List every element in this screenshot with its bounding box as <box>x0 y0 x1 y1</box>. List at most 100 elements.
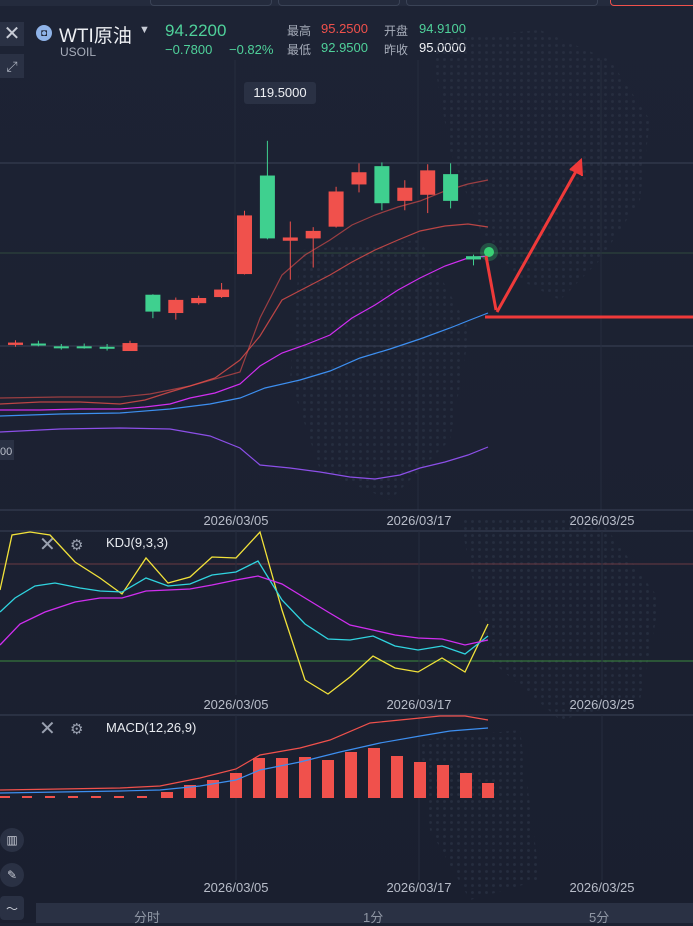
macd-bar <box>161 792 173 798</box>
chart-tool-icon: ▥ <box>6 833 18 847</box>
current-price-glow <box>480 243 498 261</box>
candle-body <box>76 346 92 349</box>
high-label: 最高 <box>287 24 312 38</box>
ma5-line <box>0 223 489 405</box>
candle-body <box>374 166 390 204</box>
main-date-1: 2026/03/05 <box>203 513 268 528</box>
pen-button[interactable]: ✎ <box>0 863 24 887</box>
toolbar-tab-2[interactable] <box>278 0 400 6</box>
ma20-line <box>0 312 489 417</box>
tab-timeshare[interactable]: 分时 <box>134 910 161 925</box>
macd-date-2: 2026/03/17 <box>386 880 451 895</box>
kdj-d-line <box>0 575 489 646</box>
symbol-icon: ◘ <box>36 25 52 41</box>
macd-bar <box>22 796 32 798</box>
macd-bar <box>91 796 101 798</box>
symbol-name[interactable]: WTI原油 <box>59 26 132 47</box>
macd-bar <box>184 785 196 798</box>
kdj-k-line <box>0 560 489 655</box>
candle-body <box>8 342 23 345</box>
peak-marker: 119.5000 <box>244 82 316 104</box>
candle-body <box>214 289 230 298</box>
macd-bar <box>276 758 288 798</box>
open-value: 94.9100 <box>419 21 466 36</box>
candle-body <box>99 346 115 349</box>
macd-bar <box>137 796 147 798</box>
chart-tool-button[interactable]: ▥ <box>0 828 24 852</box>
trend-icon: 〜 <box>5 901 18 916</box>
symbol-code: USOIL <box>60 45 97 59</box>
low-label: 最低 <box>287 43 312 57</box>
main-date-2: 2026/03/17 <box>386 513 451 528</box>
macd-bar <box>253 758 265 798</box>
symbol-dropdown-icon[interactable]: ▼ <box>139 24 150 36</box>
expand-icon: ⤢ <box>6 57 18 74</box>
macd-bar <box>482 783 494 798</box>
left-axis-box <box>0 440 14 460</box>
tab-5min[interactable]: 5分 <box>589 910 610 925</box>
kdj-date-1: 2026/03/05 <box>203 697 268 712</box>
peak-label: 119.5000 <box>253 85 306 100</box>
expand-button[interactable]: ⤢ <box>0 54 24 78</box>
kdj-lines <box>0 530 489 695</box>
macd-bar <box>45 796 55 798</box>
annotation-down-stroke[interactable] <box>484 255 498 311</box>
high-value: 95.2500 <box>321 21 368 36</box>
annotation-up-arrow[interactable] <box>495 165 581 313</box>
ma10-line <box>0 255 489 411</box>
toolbar-tab-3[interactable] <box>406 0 598 6</box>
macd-bar <box>391 756 403 798</box>
kdj-close-icon[interactable]: ✕ <box>39 534 56 556</box>
candle-body <box>351 172 367 185</box>
candle-body <box>122 343 138 352</box>
macd-lines <box>0 715 489 794</box>
macd-bar <box>368 748 380 798</box>
candle-body <box>53 346 69 349</box>
macd-histogram <box>0 748 494 798</box>
macd-dif-line <box>0 715 489 791</box>
macd-dea-line <box>0 727 489 794</box>
toolbar-tab-4[interactable] <box>610 0 693 6</box>
open-label: 开盘 <box>384 24 409 38</box>
macd-gear-icon[interactable]: ⚙ <box>70 721 84 738</box>
pen-icon: ✎ <box>6 868 18 882</box>
kdj-j-line <box>0 530 489 695</box>
candle-body <box>305 230 321 239</box>
macd-bar <box>437 765 449 798</box>
price-change-pct: −0.82% <box>229 42 274 57</box>
candle-body <box>145 294 161 312</box>
macd-close-icon[interactable]: ✕ <box>39 718 56 740</box>
macd-date-3: 2026/03/25 <box>569 880 634 895</box>
macd-bar <box>230 773 242 798</box>
candle-body <box>443 174 459 201</box>
boll-upper-line <box>0 179 489 399</box>
prev-close-label: 昨收 <box>384 43 409 57</box>
price-change: −0.7800 <box>165 42 213 57</box>
indicator-lines <box>0 179 489 480</box>
tab-1min[interactable]: 1分 <box>363 910 384 925</box>
toolbar-tab-1[interactable] <box>150 0 272 6</box>
kdj-date-3: 2026/03/25 <box>569 697 634 712</box>
macd-bar <box>414 762 426 798</box>
macd-bar <box>322 760 334 798</box>
macd-bar <box>299 757 311 798</box>
close-button[interactable]: ✕ <box>0 22 24 46</box>
candle-body <box>397 187 413 201</box>
candle-body <box>328 191 344 227</box>
candle-body <box>282 237 298 241</box>
drawn-annotations[interactable] <box>484 157 693 319</box>
candle-body <box>420 170 436 195</box>
current-price-dot <box>484 247 494 257</box>
kdj-title: KDJ(9,3,3) <box>106 535 169 550</box>
macd-bar <box>114 796 124 798</box>
candle-body <box>237 215 252 275</box>
trend-button[interactable]: 〜 <box>0 896 24 920</box>
kdj-date-2: 2026/03/17 <box>386 697 451 712</box>
top-toolbar <box>0 0 693 6</box>
kdj-gear-icon[interactable]: ⚙ <box>70 537 84 554</box>
period-tabs: 分时 1分 5分 <box>36 903 693 925</box>
macd-bar <box>68 796 78 798</box>
candles-group <box>8 140 481 352</box>
